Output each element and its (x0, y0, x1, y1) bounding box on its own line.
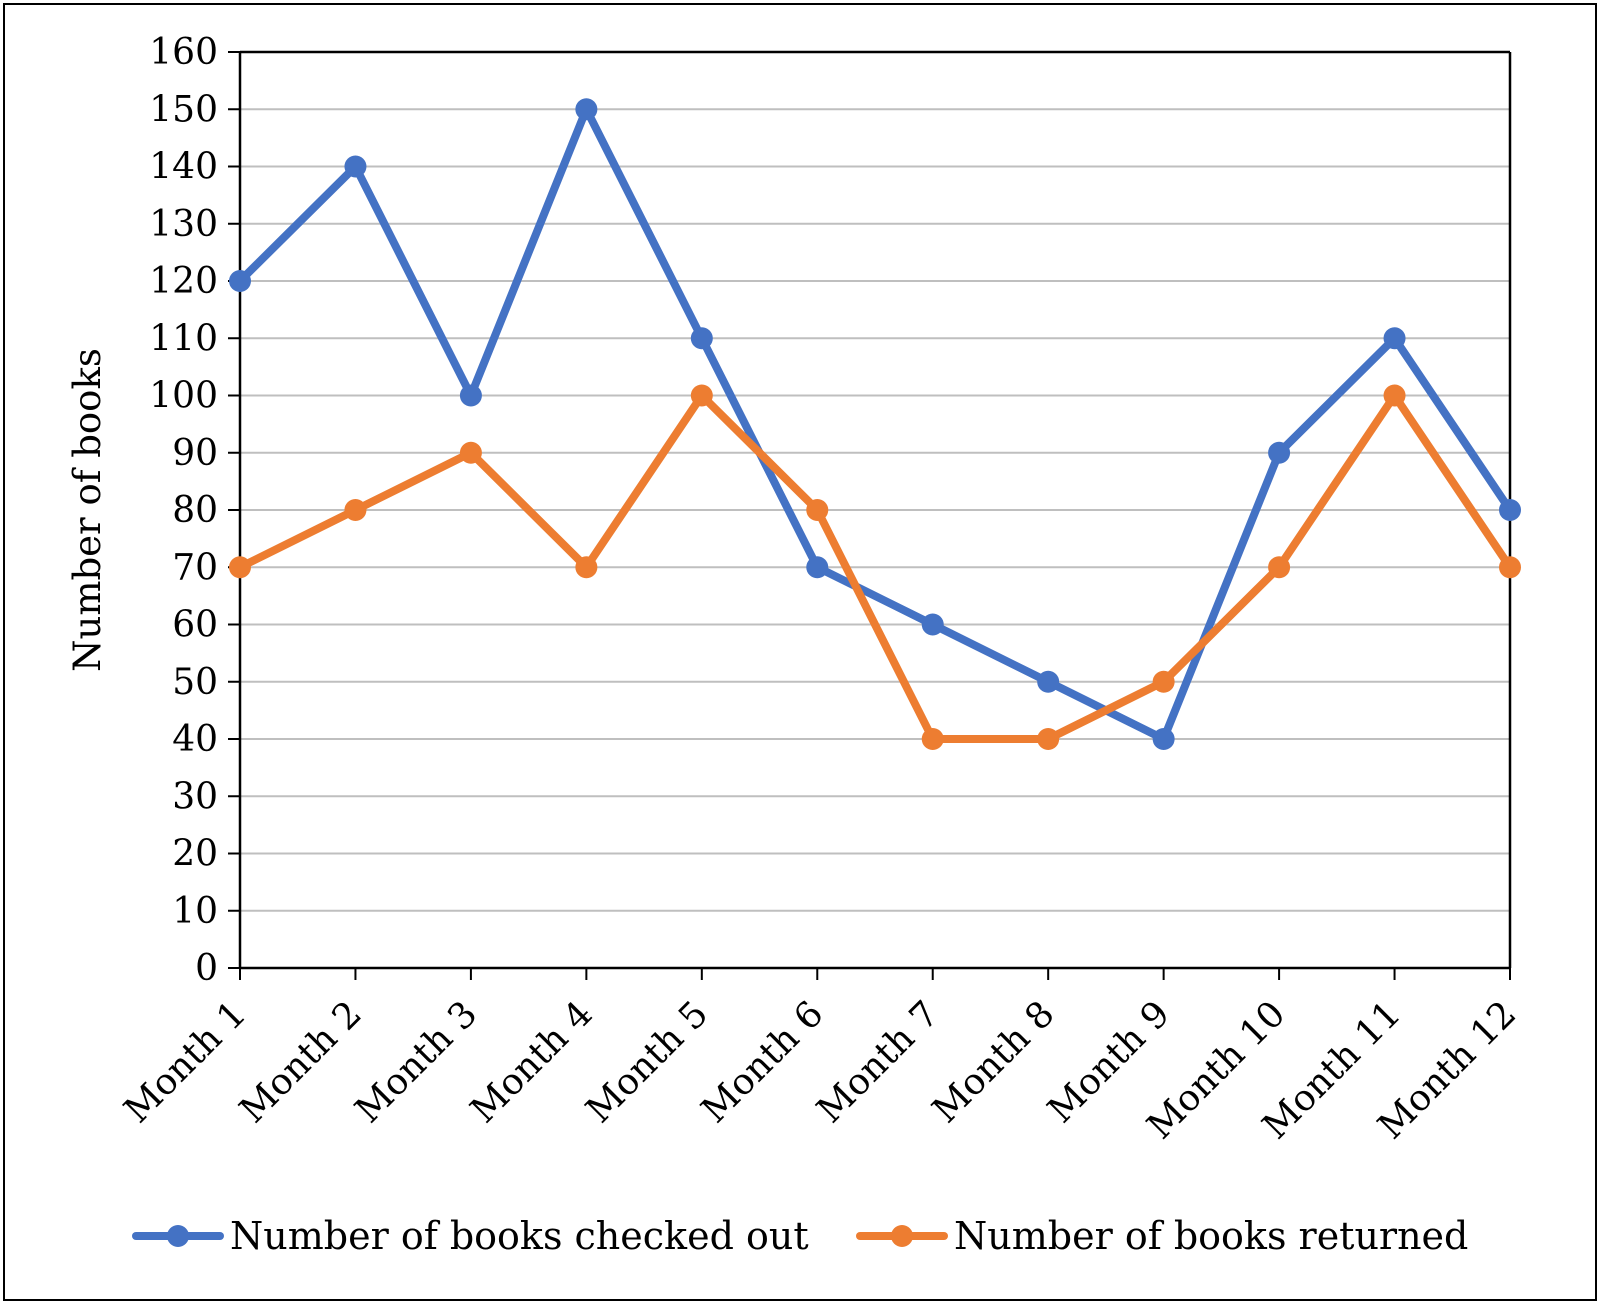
series-2-point (575, 556, 598, 579)
series-2-point (344, 499, 367, 521)
y-tick-label: 20 (172, 834, 218, 875)
series-1-point (806, 556, 829, 579)
y-tick-label: 150 (149, 89, 218, 130)
y-tick-label: 40 (172, 719, 218, 760)
series-2-point (459, 441, 482, 464)
y-tick-label: 120 (149, 261, 218, 302)
legend-label-1: Number of books checked out (230, 1214, 809, 1258)
y-tick-label: 100 (149, 376, 218, 417)
y-tick-label: 160 (149, 32, 218, 73)
series-lines (229, 98, 1521, 750)
series-1-point (344, 155, 367, 178)
series-1-point (229, 270, 251, 292)
y-tick-label: 50 (172, 662, 218, 703)
y-tick-label: 80 (172, 490, 218, 531)
legend-marker-1 (167, 1225, 189, 1247)
legend-label-2: Number of books returned (954, 1214, 1468, 1258)
y-axis-title: Number of books (66, 348, 109, 672)
series-1-point (459, 384, 482, 407)
series-1-point (1152, 728, 1175, 750)
y-tick-label: 130 (149, 204, 218, 245)
series-1-point (575, 98, 598, 121)
series-1-point (1268, 441, 1291, 464)
series-2-point (229, 556, 251, 579)
series-1-point (1499, 499, 1521, 521)
legend-marker-2 (891, 1225, 913, 1247)
y-tick-label: 90 (172, 433, 218, 474)
series-2-point (690, 384, 713, 407)
gridlines (240, 51, 1510, 912)
series-2-point (1152, 670, 1175, 693)
y-tick-label: 10 (172, 891, 218, 932)
series-line-1 (236, 105, 1514, 743)
y-tick-labels: 0 10 20 30 40 50 60 70 80 90 100 110 120 130 140 150 160 (149, 32, 218, 989)
series-1-point (1383, 327, 1406, 350)
legend: Number of books checked out Number of boo… (132, 1214, 1468, 1258)
series-1-point (921, 613, 944, 636)
series-2-point (1383, 384, 1406, 407)
y-tick-label: 60 (172, 605, 218, 646)
y-tick-label: 140 (149, 147, 218, 188)
series-2-point (1037, 728, 1060, 750)
series-1-point (1037, 670, 1060, 693)
series-2-point (806, 499, 829, 521)
y-tick-label: 30 (172, 776, 218, 817)
chart-border (3, 3, 1597, 1301)
series-2-point (921, 728, 944, 750)
series-2-point (1499, 556, 1521, 579)
y-tick-label: 110 (149, 318, 218, 359)
y-tick-label: 0 (195, 948, 218, 989)
y-tick-label: 70 (172, 547, 218, 588)
series-1-point (690, 327, 713, 350)
series-line-2 (236, 391, 1514, 743)
series-2-point (1268, 556, 1291, 579)
